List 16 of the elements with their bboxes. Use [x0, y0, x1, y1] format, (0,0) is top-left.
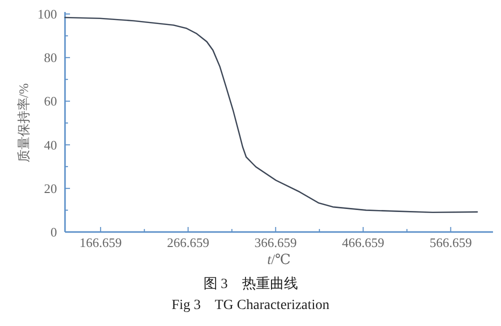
y-axis-title: 质量保持率/% [16, 83, 31, 163]
x-tick-label: 566.659 [430, 235, 472, 250]
y-tick-label: 40 [44, 137, 57, 152]
y-tick-label: 60 [44, 94, 57, 109]
x-tick-label: 166.659 [79, 235, 122, 250]
line-series [64, 16, 478, 214]
y-tick-label: 0 [50, 224, 57, 240]
y-tick-label: 100 [38, 6, 57, 22]
x-tick-label: 266.659 [166, 235, 210, 250]
x-axis-title: t/℃ [267, 253, 291, 268]
caption: Fig 3 TG Characterization [172, 298, 330, 313]
x-tick-label: 366.659 [254, 235, 297, 250]
y-tick-label: 80 [44, 50, 57, 66]
caption: 图 3 热重曲线 [203, 276, 298, 292]
x-tick-label: 466.659 [342, 235, 384, 250]
y-tick-label: 20 [44, 180, 57, 196]
